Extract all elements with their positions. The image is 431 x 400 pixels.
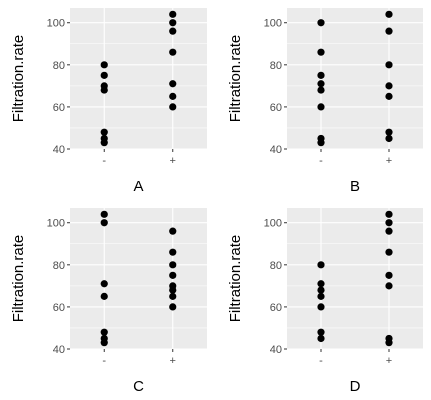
data-point — [317, 48, 325, 56]
data-point — [317, 328, 325, 336]
y-tick-label: 100 — [264, 18, 282, 30]
y-tick-label: 80 — [270, 260, 282, 272]
y-tick-label: 40 — [270, 144, 282, 156]
x-axis-title: A — [133, 178, 143, 195]
data-point — [169, 92, 177, 100]
x-tick-label: - — [319, 155, 323, 167]
data-point — [100, 280, 108, 288]
x-tick-label: + — [386, 355, 392, 367]
data-point — [317, 303, 325, 311]
data-point — [169, 286, 177, 294]
panel-a: 40 60 80 100 - + A Filtration.rate — [10, 8, 207, 195]
data-point — [169, 19, 177, 27]
data-point — [169, 48, 177, 56]
y-tick-label: 80 — [53, 60, 65, 72]
data-point — [317, 19, 325, 27]
x-tick-label: + — [170, 355, 176, 367]
data-point — [317, 280, 325, 288]
y-tick-label: 100 — [47, 18, 65, 30]
y-tick-label: 60 — [53, 302, 65, 314]
panel-b: 40 60 80 100 - + B Filtration.rate — [227, 8, 423, 195]
data-point — [100, 210, 108, 218]
y-tick-label: 40 — [270, 344, 282, 356]
data-point — [317, 139, 325, 147]
data-point — [385, 27, 393, 35]
data-point — [100, 86, 108, 94]
data-point — [169, 227, 177, 235]
data-point — [100, 139, 108, 147]
y-tick-label: 80 — [270, 60, 282, 72]
y-tick-label: 60 — [53, 102, 65, 114]
data-point — [385, 227, 393, 235]
data-point — [317, 286, 325, 294]
panel-background — [287, 208, 423, 349]
data-point — [385, 339, 393, 347]
data-point — [169, 80, 177, 88]
x-axis-title: B — [350, 178, 360, 195]
data-point — [385, 61, 393, 69]
panel-d: 40 60 80 100 - + D Filtration.rate — [227, 208, 423, 395]
data-point — [317, 86, 325, 94]
data-point — [385, 248, 393, 256]
data-point — [385, 134, 393, 143]
data-point — [100, 339, 108, 347]
x-tick-label: - — [102, 355, 106, 367]
data-point — [317, 71, 325, 79]
data-point — [169, 303, 177, 311]
y-axis-title: Filtration.rate — [227, 35, 244, 123]
data-point — [169, 261, 177, 269]
data-point — [169, 27, 177, 35]
panel-background — [70, 8, 207, 149]
data-point — [169, 292, 177, 300]
data-point — [169, 248, 177, 256]
y-tick-label: 60 — [270, 302, 282, 314]
panel-background — [287, 8, 423, 149]
data-point — [100, 219, 108, 227]
data-point — [385, 271, 393, 279]
data-point — [169, 103, 177, 111]
data-point — [385, 210, 393, 218]
data-point — [317, 80, 325, 88]
data-point — [100, 128, 108, 136]
data-point — [100, 71, 108, 79]
y-tick-label: 40 — [53, 344, 65, 356]
x-tick-label: + — [386, 155, 392, 167]
data-point — [100, 61, 108, 69]
y-tick-label: 100 — [264, 218, 282, 230]
data-point — [385, 128, 393, 136]
data-point — [169, 271, 177, 279]
x-tick-label: + — [170, 155, 176, 167]
x-axis-title: C — [133, 378, 144, 395]
x-tick-label: - — [319, 355, 323, 367]
data-point — [317, 261, 325, 269]
data-point — [169, 10, 177, 18]
y-tick-label: 100 — [47, 218, 65, 230]
y-tick-label: 40 — [53, 144, 65, 156]
y-tick-label: 80 — [53, 260, 65, 272]
data-point — [385, 282, 393, 290]
x-axis-title: D — [350, 378, 361, 395]
x-tick-label: - — [102, 155, 106, 167]
panel-background — [70, 208, 207, 349]
y-axis-title: Filtration.rate — [10, 35, 27, 123]
data-point — [100, 292, 108, 300]
data-point — [385, 10, 393, 18]
data-point — [385, 82, 393, 90]
y-axis-title: Filtration.rate — [10, 235, 27, 323]
y-tick-label: 60 — [270, 102, 282, 114]
data-point — [317, 292, 325, 300]
data-point — [385, 92, 393, 100]
data-point — [385, 219, 393, 227]
data-point — [317, 334, 325, 343]
data-point — [100, 328, 108, 336]
panel-c: 40 60 80 100 - + C Filtration.rate — [10, 208, 207, 395]
y-axis-title: Filtration.rate — [227, 235, 244, 323]
data-point — [317, 103, 325, 111]
